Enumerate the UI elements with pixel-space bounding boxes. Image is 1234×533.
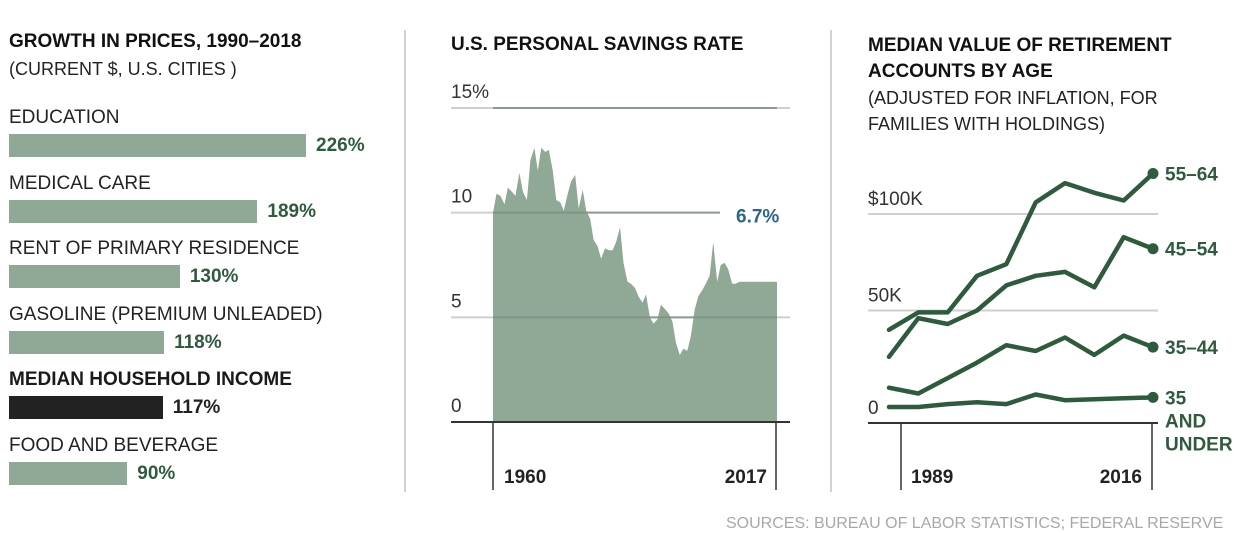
retirement-title-line2: ACCOUNTS BY AGE: [868, 61, 1053, 82]
series-label: 45–54: [1165, 240, 1218, 261]
series-end-dot: [1147, 243, 1159, 255]
bar-row: RENT OF PRIMARY RESIDENCE 130%: [9, 237, 389, 297]
y-tick-label: 0: [868, 398, 879, 419]
series-end-dot: [1147, 341, 1159, 353]
bar-row: GASOLINE (PREMIUM UNLEADED) 118%: [9, 303, 389, 363]
bar-value-label: 90%: [137, 462, 176, 484]
bar-category-label: RENT OF PRIMARY RESIDENCE: [9, 238, 300, 259]
bar-category-label: FOOD AND BEVERAGE: [9, 434, 219, 456]
price-growth-subtitle: (CURRENT $, U.S. CITIES ): [9, 59, 237, 79]
bar-value-label: 189%: [267, 200, 316, 222]
x-tick-label: 2017: [725, 467, 767, 488]
series-label: 35: [1165, 388, 1187, 409]
series-end-dot: [1147, 167, 1159, 179]
bar-value-label: 226%: [316, 135, 365, 156]
sources-footer: SOURCES: BUREAU OF LABOR STATISTICS; FED…: [726, 515, 1224, 532]
panel-divider: [830, 30, 832, 492]
price-growth-panel: GROWTH IN PRICES, 1990–2018 (CURRENT $, …: [9, 0, 389, 530]
bar-row: FOOD AND BEVERAGE 90%: [9, 434, 389, 494]
y-tick-label: 10: [451, 187, 472, 208]
bar-category-label: EDUCATION: [9, 107, 120, 128]
series-end-dot: [1147, 391, 1159, 403]
savings-rate-title: U.S. PERSONAL SAVINGS RATE: [451, 34, 743, 55]
bar-value-label: 117%: [172, 397, 221, 418]
series-line: [886, 333, 1156, 396]
series-line: [886, 171, 1156, 333]
retirement-accounts-chart: MEDIAN VALUE OF RETIREMENT ACCOUNTS BY A…: [868, 35, 1233, 490]
retirement-axis: 1989 2016: [868, 422, 1158, 490]
series-label: AND: [1165, 411, 1206, 432]
bar-category-label: MEDICAL CARE: [9, 172, 151, 194]
savings-grid-overlay: [493, 107, 777, 319]
series-line: [886, 234, 1156, 360]
y-tick-label: $100K: [868, 189, 923, 210]
bar: [9, 330, 165, 354]
x-tick-label: 1960: [504, 467, 546, 488]
bar: [9, 396, 163, 419]
series-label: 55–64: [1165, 164, 1218, 185]
panel-divider: [404, 30, 406, 492]
retirement-subtitle-line2: FAMILIES WITH HOLDINGS): [868, 114, 1105, 134]
bar-row: MEDIAN HOUSEHOLD INCOME 117%: [9, 368, 389, 428]
bar: [9, 265, 180, 288]
bar-value-label: 118%: [174, 331, 222, 353]
x-tick-label: 1989: [911, 467, 953, 488]
bar: [9, 461, 128, 485]
y-tick-label: 50K: [868, 286, 902, 307]
series-label: 35–44: [1165, 338, 1218, 359]
y-tick-label: 5: [451, 291, 462, 312]
x-tick-label: 2016: [1100, 467, 1142, 488]
bar-value-label: 130%: [189, 266, 239, 287]
y-tick-label: 15%: [451, 82, 489, 103]
savings-axis: 1960 2017: [451, 421, 790, 490]
retirement-title-line1: MEDIAN VALUE OF RETIREMENT: [868, 35, 1172, 56]
savings-latest-annotation: 6.7%: [736, 207, 779, 228]
bar: [9, 199, 258, 223]
bar-row: MEDICAL CARE 189%: [9, 172, 389, 232]
retirement-subtitle-line1: (ADJUSTED FOR INFLATION, FOR: [868, 88, 1158, 108]
bar-row: EDUCATION 226%: [9, 106, 389, 166]
price-growth-title: GROWTH IN PRICES, 1990–2018: [9, 31, 302, 52]
series-line: [886, 392, 1156, 410]
retirement-grid: 0 50K $100K: [868, 189, 1158, 419]
y-tick-label: 0: [451, 396, 462, 417]
savings-area: [493, 147, 777, 423]
bar: [9, 134, 306, 157]
bar-category-label: GASOLINE (PREMIUM UNLEADED): [9, 303, 323, 325]
bar-category-label: MEDIAN HOUSEHOLD INCOME: [9, 369, 292, 390]
series-label: UNDER: [1165, 434, 1233, 455]
savings-rate-chart: U.S. PERSONAL SAVINGS RATE 0 5 10 15% 1960 2…: [451, 34, 790, 490]
